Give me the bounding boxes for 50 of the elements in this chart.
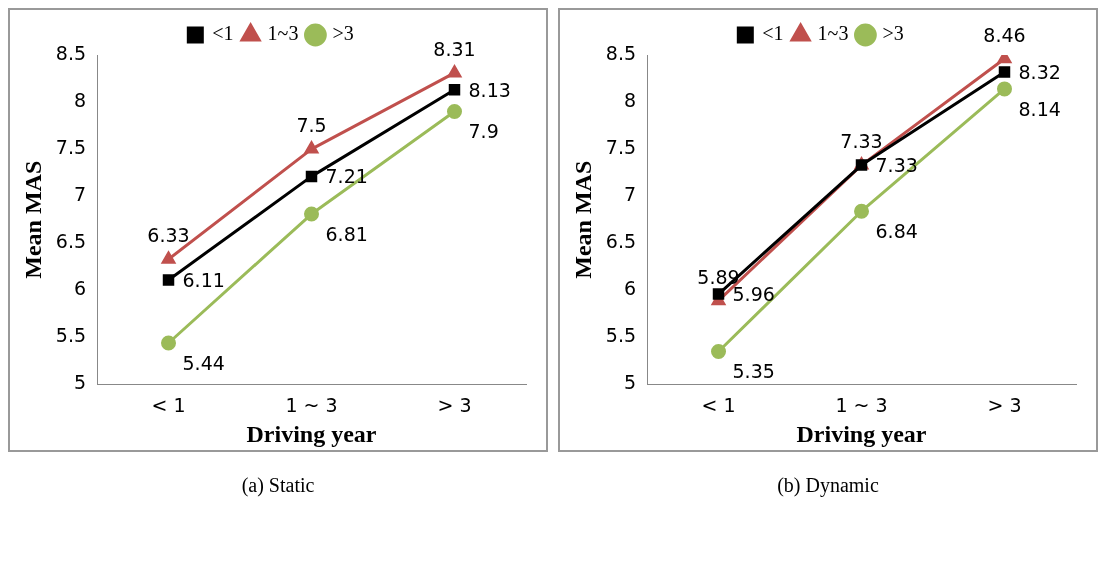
data-label: 5.44 [182, 351, 225, 374]
legend-label: <1 [762, 22, 784, 45]
y-tick-label: 8 [623, 88, 637, 111]
y-tick-label: 6.5 [55, 230, 87, 253]
y-tick-label: 6 [73, 277, 87, 300]
x-tick-label: > 3 [437, 393, 472, 416]
legend-label: 1~3 [267, 22, 299, 45]
y-tick-label: 7 [623, 183, 637, 206]
data-label: 7.9 [468, 120, 499, 143]
y-axis-title: Mean MAS [19, 160, 46, 279]
data-label: 7.21 [325, 165, 368, 188]
x-tick-label: < 1 [701, 393, 736, 416]
y-tick-label: 8.5 [605, 41, 637, 64]
y-tick-label: 5.5 [605, 324, 637, 347]
x-tick-label: < 1 [151, 393, 186, 416]
y-tick-label: 6.5 [605, 230, 637, 253]
data-label: 6.33 [147, 224, 190, 247]
y-tick-label: 5.5 [55, 324, 87, 347]
y-tick-label: 5 [73, 371, 87, 394]
data-label: 8.14 [1018, 97, 1061, 120]
text: (a) Static [240, 474, 316, 497]
y-tick-label: 5 [623, 371, 637, 394]
legend-label: >3 [332, 22, 354, 45]
legend-label: >3 [882, 22, 904, 45]
data-label: 7.5 [296, 114, 327, 137]
data-label: 6.11 [182, 268, 225, 291]
y-tick-label: 6 [623, 277, 637, 300]
text: (b) Dynamic [776, 474, 880, 497]
y-tick-label: 7 [73, 183, 87, 206]
x-axis-title: Driving year [796, 420, 927, 447]
data-label: 7.33 [875, 154, 918, 177]
data-label: 5.35 [732, 360, 775, 383]
x-axis-title: Driving year [246, 420, 377, 447]
data-label: 8.31 [433, 37, 476, 60]
y-tick-label: 8 [73, 88, 87, 111]
legend-label: 1~3 [817, 22, 849, 45]
x-tick-label: 1 ~ 3 [835, 393, 888, 416]
y-axis-title: Mean MAS [569, 160, 596, 279]
data-label: 7.33 [840, 130, 883, 153]
legend-label: <1 [212, 22, 234, 45]
data-label: 8.13 [468, 78, 511, 101]
x-tick-label: > 3 [987, 393, 1022, 416]
y-tick-label: 8.5 [55, 41, 87, 64]
x-tick-label: 1 ~ 3 [285, 393, 338, 416]
data-label: 6.81 [325, 222, 368, 245]
data-label: 8.46 [983, 23, 1026, 46]
data-label: 8.32 [1018, 60, 1061, 83]
y-tick-label: 7.5 [605, 136, 637, 159]
data-label: 6.84 [875, 220, 918, 243]
y-tick-label: 7.5 [55, 136, 87, 159]
